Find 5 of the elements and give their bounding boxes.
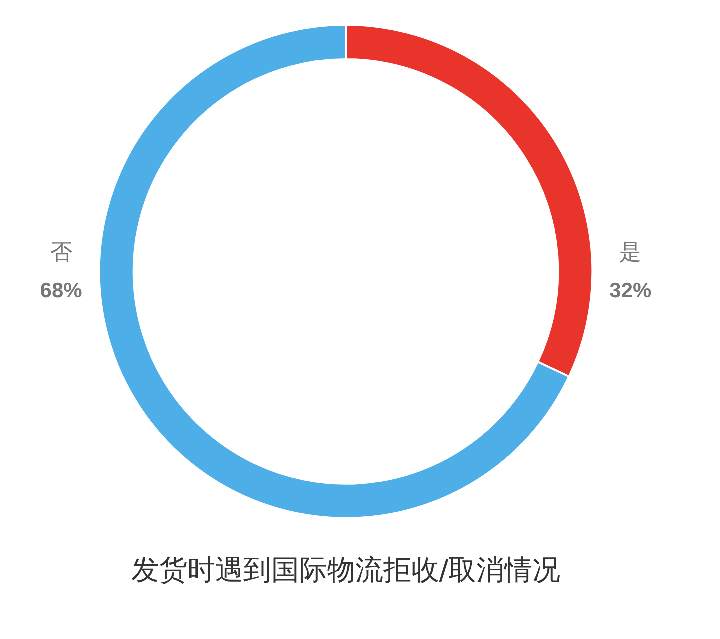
slice-label: 否 bbox=[50, 240, 72, 266]
data-label: 32% bbox=[610, 279, 652, 302]
data-label: 68% bbox=[40, 279, 83, 302]
slice-label: 是 bbox=[620, 240, 642, 266]
text: 发货时遇到国际物流拒收/取消情况 bbox=[131, 553, 561, 586]
